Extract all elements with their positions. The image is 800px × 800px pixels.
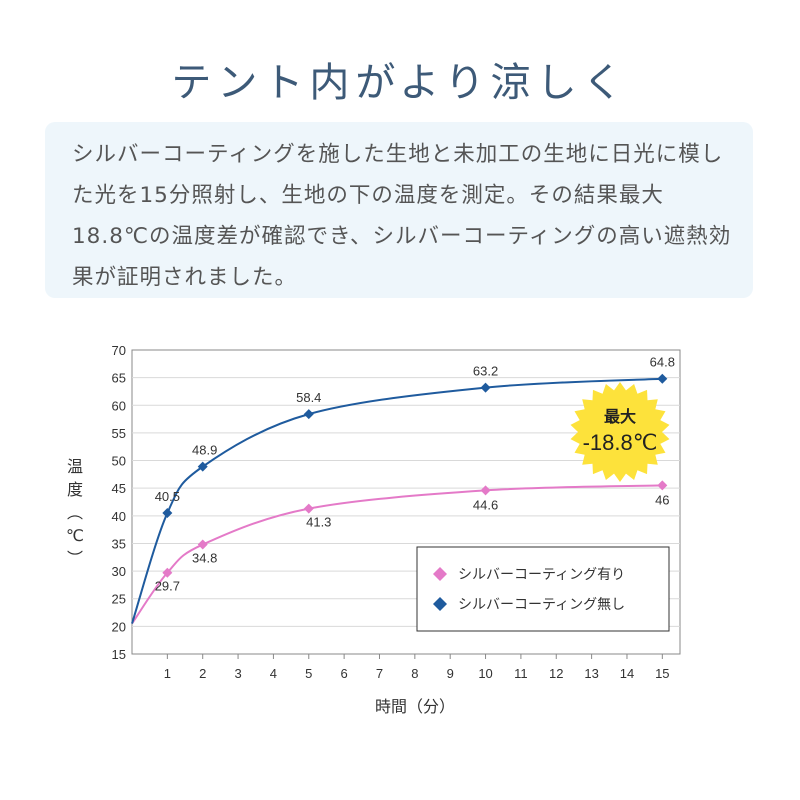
- badge-starburst: [570, 382, 670, 482]
- x-tick-label: 3: [234, 666, 241, 681]
- x-tick-label: 7: [376, 666, 383, 681]
- legend-label: シルバーコーティング無し: [458, 596, 625, 612]
- y-tick-label: 50: [112, 454, 126, 469]
- x-tick-label: 4: [270, 666, 277, 681]
- series-line-1: [131, 377, 663, 624]
- x-tick-label: 12: [549, 666, 563, 681]
- y-tick-label: 55: [112, 426, 126, 441]
- y-tick-label: 65: [112, 371, 126, 386]
- legend-box: [416, 546, 670, 632]
- y-tick-label: 25: [112, 592, 126, 607]
- x-tick-label: 13: [584, 666, 598, 681]
- data-point: [197, 461, 208, 472]
- page-title: テント内がより涼しく: [171, 60, 629, 106]
- data-point: [303, 503, 314, 514]
- x-tick-label: 15: [655, 666, 669, 681]
- data-label: 63.2: [473, 364, 498, 379]
- legend-marker: [433, 597, 447, 611]
- data-point: [657, 480, 668, 491]
- y-tick-label: 60: [112, 398, 126, 413]
- badge-line2: -18.8℃: [583, 430, 658, 455]
- x-tick-label: 1: [164, 666, 171, 681]
- data-point: [657, 373, 668, 384]
- y-tick-label: 20: [112, 619, 126, 634]
- data-label: 41.3: [306, 515, 331, 530]
- data-label: 34.8: [192, 551, 217, 566]
- badge-line1: 最大: [604, 407, 636, 426]
- data-label: 46: [655, 492, 669, 507]
- x-tick-label: 6: [341, 666, 348, 681]
- data-point: [162, 508, 173, 519]
- data-point: [303, 409, 314, 420]
- data-label: 40.5: [155, 489, 180, 504]
- data-point: [197, 539, 208, 550]
- description-box: [45, 122, 753, 298]
- y-tick-label: 15: [112, 647, 126, 662]
- y-tick-label: 45: [112, 481, 126, 496]
- x-axis-label: 時間（分）: [375, 698, 455, 716]
- y-tick-label: 40: [112, 509, 126, 524]
- description-text: シルバーコーティングを施した生地と未加工の生地に日光に模した光を15分照射し、生…: [72, 142, 732, 290]
- data-label: 29.7: [155, 579, 180, 594]
- y-tick-label: 30: [112, 564, 126, 579]
- data-label: 64.8: [650, 355, 675, 370]
- data-label: 44.6: [473, 497, 498, 512]
- x-tick-label: 9: [447, 666, 454, 681]
- data-label: 48.9: [192, 443, 217, 458]
- y-tick-label: 35: [112, 536, 126, 551]
- x-tick-label: 14: [620, 666, 634, 681]
- legend-label: シルバーコーティング有り: [458, 566, 625, 582]
- data-label: 58.4: [296, 390, 321, 405]
- data-point: [162, 567, 173, 578]
- x-tick-label: 2: [199, 666, 206, 681]
- legend-marker: [433, 567, 447, 581]
- x-tick-label: 8: [411, 666, 418, 681]
- x-tick-label: 10: [478, 666, 492, 681]
- x-tick-label: 11: [514, 666, 528, 681]
- data-point: [480, 485, 491, 496]
- data-point: [480, 382, 491, 393]
- y-tick-label: 70: [112, 343, 126, 358]
- y-axis-label: 温度 ︵ ℃ ︶: [66, 457, 84, 568]
- x-tick-label: 5: [305, 666, 312, 681]
